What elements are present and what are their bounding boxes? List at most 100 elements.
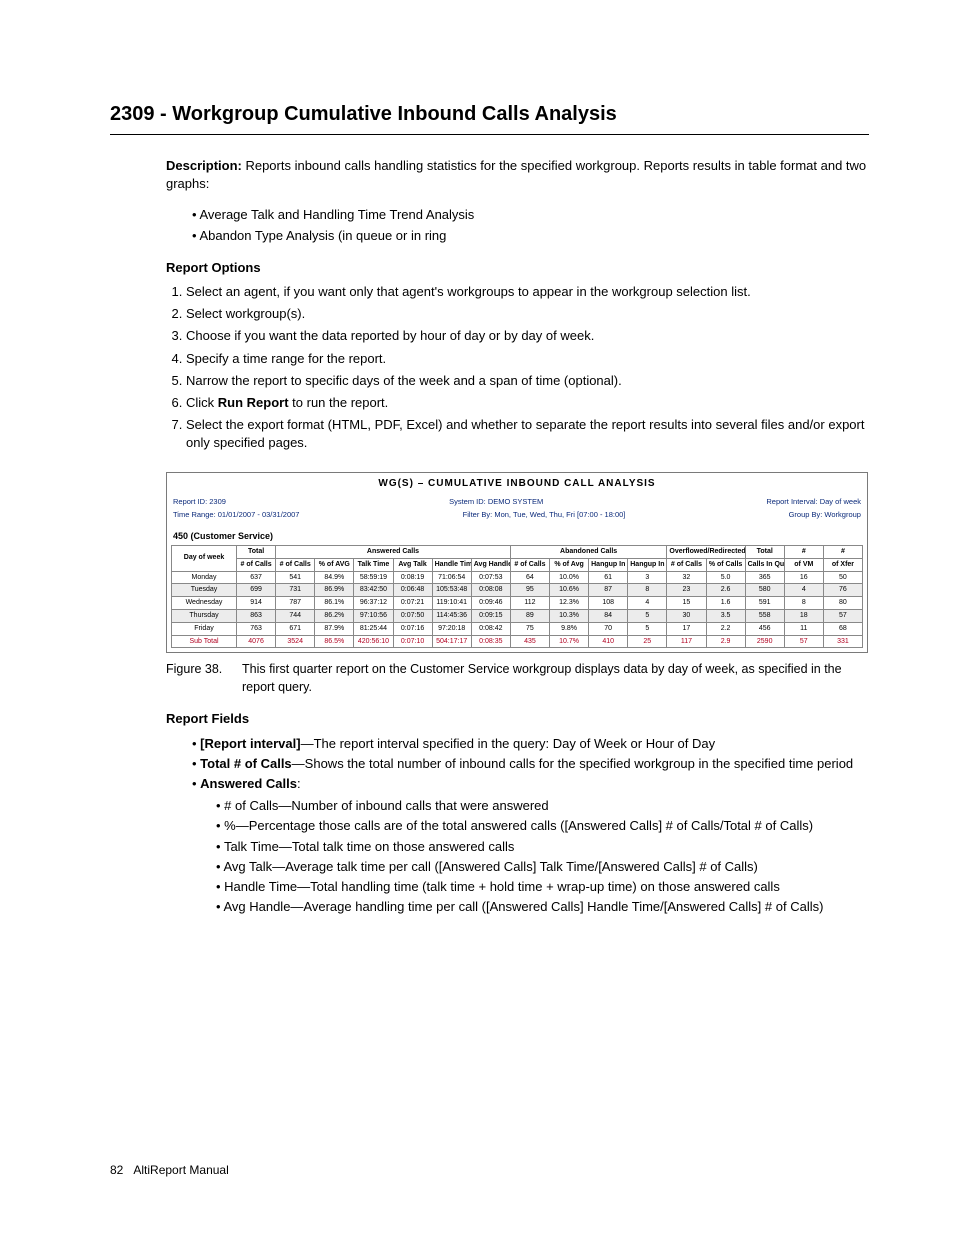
col-header: % of AVG [315,558,354,571]
cell: 83:42:50 [354,584,393,597]
col-group-totalq: Total [745,546,784,559]
list-item: Select the export format (HTML, PDF, Exc… [186,416,869,452]
table-row: Sub Total4076352486.5%420:56:100:07:1050… [172,635,863,648]
list-item: Total # of Calls—Shows the total number … [192,755,869,773]
report-options-steps: Select an agent, if you want only that a… [166,283,869,453]
field-rest: —Shows the total number of inbound calls… [292,756,853,771]
cell: 117 [667,635,706,648]
meta-group-by: Group By: Workgroup [789,510,861,521]
report-fields-list: [Report interval]—The report interval sp… [166,735,869,917]
cell: 114:45:36 [432,610,471,623]
cell: 435 [510,635,549,648]
list-item: %—Percentage those calls are of the tota… [216,817,869,835]
cell: 456 [745,622,784,635]
cell: 365 [745,571,784,584]
list-item: Talk Time—Total talk time on those answe… [216,838,869,856]
cell: 504:17:17 [432,635,471,648]
figure-meta-row1: Report ID: 2309 System ID: DEMO SYSTEM R… [167,495,867,510]
cell: 15 [667,597,706,610]
cell: 57 [784,635,823,648]
step6-prefix: Click [186,395,218,410]
cell: 86.9% [315,584,354,597]
col-group-abandoned: Abandoned Calls [510,546,667,559]
figure-box: WG(S) – CUMULATIVE INBOUND CALL ANALYSIS… [166,472,868,653]
cell: 30 [667,610,706,623]
cell: 3.5 [706,610,745,623]
cell: 58:59:19 [354,571,393,584]
cell: 914 [237,597,276,610]
cell: 16 [784,571,823,584]
col-header: Calls In Queue [745,558,784,571]
table-row: Monday63754184.9%58:59:190:08:1971:06:54… [172,571,863,584]
col-header: Avg Handle [471,558,510,571]
table-row: Friday76367187.9%81:25:440:07:1697:20:18… [172,622,863,635]
cell: 86.2% [315,610,354,623]
cell: 61 [589,571,628,584]
cell: 541 [276,571,315,584]
cell: 699 [237,584,276,597]
body-content: Description: Reports inbound calls handl… [166,157,869,452]
cell: 108 [589,597,628,610]
cell: 637 [237,571,276,584]
cell-day: Tuesday [172,584,237,597]
cell: 591 [745,597,784,610]
cell: 1.6 [706,597,745,610]
cell: 71:06:54 [432,571,471,584]
cell: 0:07:10 [393,635,432,648]
cell: 119:10:41 [432,597,471,610]
report-fields-section: Report Fields [Report interval]—The repo… [166,710,869,916]
cell: 863 [237,610,276,623]
cell-day: Sub Total [172,635,237,648]
table-col-header-row: # of Calls # of Calls % of AVG Talk Time… [172,558,863,571]
cell: 64 [510,571,549,584]
cell: 86.5% [315,635,354,648]
cell: 8 [784,597,823,610]
figure-wrap: WG(S) – CUMULATIVE INBOUND CALL ANALYSIS… [166,472,869,653]
description-paragraph: Description: Reports inbound calls handl… [166,157,869,193]
cell: 11 [784,622,823,635]
col-header: Avg Talk [393,558,432,571]
cell: 4 [628,597,667,610]
cell: 18 [784,610,823,623]
cell: 2.9 [706,635,745,648]
cell: 0:08:19 [393,571,432,584]
cell: 0:07:50 [393,610,432,623]
cell: 9.8% [550,622,589,635]
caption-label: Figure 38. [166,661,242,696]
cell-day: Thursday [172,610,237,623]
cell: 558 [745,610,784,623]
col-header: % of Avg [550,558,589,571]
list-item: Narrow the report to specific days of th… [186,372,869,390]
list-item: [Report interval]—The report interval sp… [192,735,869,753]
cell: 0:08:08 [471,584,510,597]
step6-bold: Run Report [218,395,289,410]
list-item: Choose if you want the data reported by … [186,327,869,345]
cell: 10.7% [550,635,589,648]
field-bold: [Report interval] [200,736,300,751]
cell: 5.0 [706,571,745,584]
answered-calls-label: Answered Calls [200,776,297,791]
cell: 580 [745,584,784,597]
cell: 0:07:53 [471,571,510,584]
cell: 84 [589,610,628,623]
description-bullets: Average Talk and Handling Time Trend Ana… [166,206,869,244]
list-item: Avg Talk—Average talk time per call ([An… [216,858,869,876]
cell: 3 [628,571,667,584]
data-table: Day of week Total Answered Calls Abandon… [171,545,863,648]
col-header: Handle Time [432,558,471,571]
report-fields-heading: Report Fields [166,710,869,728]
cell: 744 [276,610,315,623]
page-title: 2309 - Workgroup Cumulative Inbound Call… [110,100,869,135]
list-item: Average Talk and Handling Time Trend Ana… [192,206,869,224]
col-group-xfer: # [823,546,862,559]
cell: 10.3% [550,610,589,623]
cell: 0:07:21 [393,597,432,610]
col-group-overflow: Overflowed/Redirected [667,546,745,559]
cell: 12.3% [550,597,589,610]
list-item: Click Run Report to run the report. [186,394,869,412]
cell: 4076 [237,635,276,648]
col-header: Hangup In Queue [589,558,628,571]
col-header: % of Calls [706,558,745,571]
cell: 70 [589,622,628,635]
col-header: Hangup In Ring [628,558,667,571]
